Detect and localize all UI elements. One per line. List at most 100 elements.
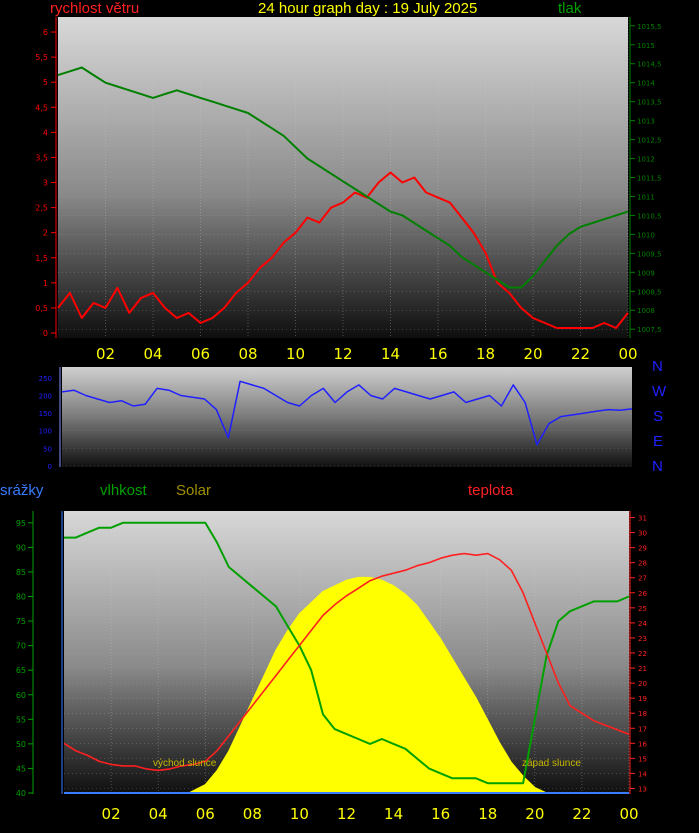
temp-y-tick-label: 25 <box>638 605 647 613</box>
pressure-y-tick-label: 1013,5 <box>637 99 662 107</box>
humidity-line <box>64 521 630 785</box>
wind-y-tick-label: 4,5 <box>35 103 48 112</box>
temp-y-tick-label: 15 <box>638 755 647 763</box>
humidity-y-tick-label: 40 <box>16 789 26 798</box>
pressure-y-tick-label: 1009 <box>637 269 655 277</box>
x-tick-label: 12 <box>337 805 356 823</box>
temp-y-tick-label: 22 <box>638 650 647 658</box>
x-tick-label: 04 <box>143 345 162 363</box>
x-tick-label: 00 <box>618 345 637 363</box>
humidity-y-tick-label: 65 <box>16 666 26 675</box>
compass-e: E <box>653 433 664 450</box>
pressure-y-tick-label: 1007,5 <box>637 326 662 334</box>
humidity-y-tick-label: 90 <box>16 543 26 552</box>
wind-speed-line <box>57 171 629 329</box>
x-tick-label: 20 <box>525 805 544 823</box>
x-tick-label: 10 <box>290 805 309 823</box>
humidity-y-tick-label: 50 <box>16 740 26 749</box>
temp-y-tick-label: 20 <box>638 680 647 688</box>
x-tick-label: 06 <box>191 345 210 363</box>
pressure-y-tick-label: 1010,5 <box>637 212 662 220</box>
x-tick-label: 02 <box>102 805 121 823</box>
sunset-annotation: západ slunce <box>522 758 581 769</box>
compass-n-top: N <box>652 358 663 375</box>
x-tick-label: 14 <box>384 805 403 823</box>
x-tick-label: 10 <box>286 345 305 363</box>
x-tick-label: 18 <box>476 345 495 363</box>
temp-y-tick-label: 14 <box>638 770 647 778</box>
solar-label: Solar <box>176 482 212 499</box>
temp-y-tick-label: 21 <box>638 665 647 673</box>
sunrise-annotation: východ slunce <box>153 758 217 769</box>
wind-y-tick-label: 0,5 <box>35 304 48 313</box>
humidity-y-tick-label: 75 <box>16 617 26 626</box>
x-tick-label: 00 <box>619 805 638 823</box>
wind-y-tick-label: 0 <box>43 329 48 338</box>
pressure-y-tick-label: 1009,5 <box>637 250 662 258</box>
x-tick-label: 22 <box>572 805 591 823</box>
pressure-y-tick-label: 1010 <box>637 231 655 239</box>
x-tick-label: 16 <box>428 345 447 363</box>
rain-label: srážky <box>0 482 44 499</box>
wind-y-tick-label: 5 <box>43 78 48 87</box>
x-tick-label: 18 <box>478 805 497 823</box>
temp-y-tick-label: 18 <box>638 710 647 718</box>
humidity-y-tick-label: 95 <box>16 519 26 528</box>
pressure-y-tick-label: 1015 <box>637 42 655 50</box>
x-tick-label: 08 <box>238 345 257 363</box>
pressure-y-tick-label: 1008,5 <box>637 288 662 296</box>
pressure-y-tick-label: 1012,5 <box>637 137 662 145</box>
humidity-y-tick-label: 80 <box>16 593 26 602</box>
direction-y-tick-label: 250 <box>39 375 52 383</box>
x-tick-label: 12 <box>333 345 352 363</box>
temperature-line <box>63 552 630 772</box>
temp-y-tick-label: 31 <box>638 515 647 523</box>
pressure-y-tick-label: 1008 <box>637 307 655 315</box>
humidity-y-tick-label: 55 <box>16 715 26 724</box>
humidity-y-tick-label: 60 <box>16 691 26 700</box>
x-tick-label: 02 <box>96 345 115 363</box>
wind-direction-line <box>61 380 633 446</box>
pressure-y-tick-label: 1015,5 <box>637 23 662 31</box>
x-tick-label: 08 <box>243 805 262 823</box>
temp-y-tick-label: 13 <box>638 785 647 793</box>
temp-y-tick-label: 19 <box>638 695 647 703</box>
temp-y-tick-label: 28 <box>638 560 647 568</box>
wind-y-tick-label: 4 <box>43 128 48 137</box>
wind-y-tick-label: 6 <box>43 28 48 37</box>
direction-y-tick-label: 0 <box>48 463 52 471</box>
temp-y-tick-label: 16 <box>638 740 647 748</box>
temp-y-tick-label: 26 <box>638 590 647 598</box>
pressure-y-tick-label: 1014,5 <box>637 61 662 69</box>
wind-y-tick-label: 3 <box>43 179 48 188</box>
direction-y-tick-label: 150 <box>39 410 52 418</box>
humidity-y-tick-label: 45 <box>16 764 26 773</box>
pressure-y-tick-label: 1011,5 <box>637 175 662 183</box>
chart-title: 24 hour graph day : 19 July 2025 <box>258 0 478 17</box>
temp-y-tick-label: 23 <box>638 635 647 643</box>
direction-y-tick-label: 100 <box>39 428 52 436</box>
pressure-y-tick-label: 1013 <box>637 118 655 126</box>
compass-w: W <box>652 383 667 400</box>
direction-plot-area <box>62 367 632 467</box>
humidity-y-tick-label: 70 <box>16 642 26 651</box>
direction-y-tick-label: 200 <box>39 392 52 400</box>
wind-y-tick-label: 1 <box>43 279 48 288</box>
temp-y-tick-label: 27 <box>638 575 647 583</box>
pressure-y-tick-label: 1011 <box>637 193 655 201</box>
pressure-line <box>57 66 629 289</box>
wind-y-tick-label: 3,5 <box>35 153 48 162</box>
pressure-label: tlak <box>558 0 582 17</box>
wind-y-tick-label: 5,5 <box>35 53 48 62</box>
x-tick-label: 16 <box>431 805 450 823</box>
wind-speed-label: rychlost větru <box>50 0 140 17</box>
x-tick-label: 22 <box>571 345 590 363</box>
temp-y-tick-label: 30 <box>638 530 647 538</box>
x-tick-label: 06 <box>196 805 215 823</box>
wind-y-tick-label: 2 <box>43 229 48 238</box>
wind-y-tick-label: 1,5 <box>35 254 48 263</box>
humidity-label: vlhkost <box>100 482 147 499</box>
temp-y-tick-label: 17 <box>638 725 647 733</box>
temperature-label: teplota <box>468 482 514 499</box>
